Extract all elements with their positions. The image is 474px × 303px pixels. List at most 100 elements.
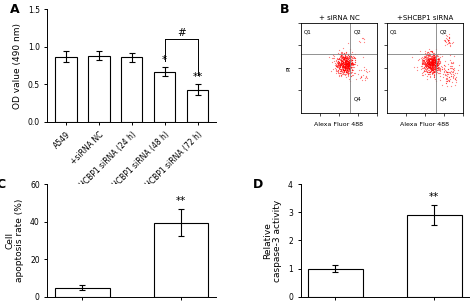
Point [420, 58, 428, 63]
Point [351, 56, 358, 61]
Y-axis label: Relative
caspase-3 activity: Relative caspase-3 activity [263, 199, 283, 281]
Point [429, 58, 437, 63]
Point [421, 54, 428, 59]
Point [344, 60, 352, 65]
Point [339, 59, 346, 64]
Point [350, 55, 357, 60]
Point [431, 57, 438, 62]
Point [341, 52, 349, 56]
Point [335, 59, 342, 64]
Point [425, 58, 433, 63]
Point [430, 60, 438, 65]
Point [434, 59, 442, 64]
Point [341, 65, 349, 69]
Point [358, 35, 365, 40]
Point [346, 57, 353, 62]
Point [443, 76, 451, 81]
Point [335, 61, 342, 66]
Point [339, 69, 346, 74]
Point [431, 58, 439, 63]
Point [426, 64, 433, 69]
Point [448, 70, 456, 75]
Point [427, 62, 435, 67]
Point [424, 64, 432, 69]
Point [338, 58, 346, 63]
Point [347, 70, 355, 75]
Point [428, 66, 436, 71]
Point [343, 59, 351, 64]
Point [339, 68, 346, 72]
Point [429, 59, 437, 64]
Point [426, 64, 433, 69]
Point [337, 71, 345, 76]
Point [419, 61, 426, 66]
Point [345, 60, 352, 65]
Point [432, 68, 439, 72]
Point [356, 39, 364, 44]
Point [349, 68, 357, 73]
Point [349, 60, 357, 65]
Point [346, 52, 354, 57]
Text: #: # [177, 28, 186, 38]
Point [342, 61, 350, 66]
Point [424, 64, 431, 68]
Point [447, 73, 455, 78]
Point [346, 70, 354, 75]
Point [427, 59, 434, 64]
Point [429, 62, 437, 67]
Point [420, 54, 428, 59]
Point [441, 73, 449, 78]
Point [338, 55, 346, 60]
Point [429, 64, 437, 69]
Point [339, 59, 347, 64]
Point [340, 62, 348, 67]
Point [340, 57, 348, 62]
Point [346, 63, 353, 68]
Point [347, 73, 355, 78]
Point [351, 58, 358, 62]
Point [333, 61, 341, 65]
Point [431, 59, 439, 64]
Point [441, 63, 449, 68]
Point [345, 60, 352, 65]
Point [335, 70, 342, 75]
Point [345, 62, 352, 67]
Point [452, 79, 460, 84]
Point [433, 63, 440, 68]
Point [349, 60, 356, 65]
Point [340, 61, 347, 66]
Point [427, 65, 435, 70]
Point [428, 53, 436, 58]
Point [432, 68, 439, 73]
Point [447, 58, 454, 63]
Point [345, 66, 352, 71]
Point [343, 59, 351, 64]
Point [430, 55, 438, 60]
Point [346, 60, 354, 65]
Point [329, 52, 337, 57]
Point [362, 75, 369, 80]
Point [340, 57, 348, 62]
Point [346, 64, 354, 69]
Point [343, 62, 351, 67]
Point [449, 68, 457, 73]
Point [424, 56, 431, 61]
Point [423, 56, 431, 61]
Point [428, 62, 436, 66]
Point [432, 66, 440, 71]
Point [345, 67, 352, 72]
Point [344, 54, 351, 59]
Point [423, 65, 431, 70]
Point [336, 62, 344, 67]
Point [345, 55, 353, 60]
Point [346, 58, 353, 63]
Point [345, 65, 352, 70]
Point [343, 58, 351, 63]
Point [420, 58, 428, 63]
Point [432, 66, 439, 71]
Point [429, 59, 437, 64]
Point [347, 52, 355, 57]
Point [341, 64, 349, 68]
Point [430, 74, 438, 78]
Point [428, 58, 436, 63]
